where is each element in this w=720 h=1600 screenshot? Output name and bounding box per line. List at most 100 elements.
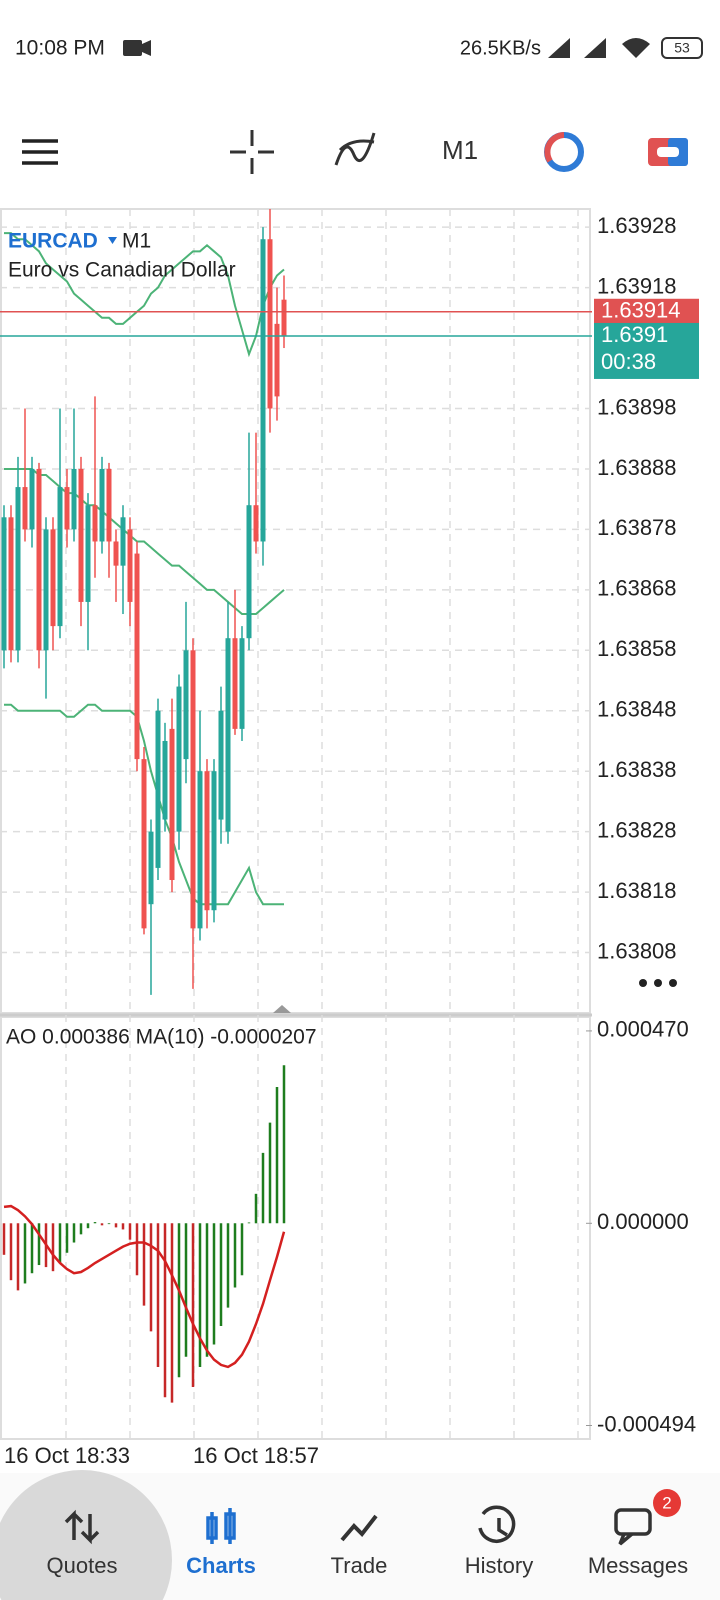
nav-tab[interactable]: History [465, 1553, 533, 1578]
candle-body [36, 468, 42, 651]
messages-icon [614, 1508, 652, 1546]
symbol-dropdown[interactable] [108, 237, 117, 244]
candle-body [8, 517, 14, 651]
chart-timeframe: M1 [122, 230, 151, 253]
candle-body [155, 710, 161, 868]
crosshair-button[interactable] [230, 130, 274, 174]
candle-body [50, 529, 56, 627]
candle-body [281, 299, 287, 336]
camera-icon-lens [142, 40, 151, 56]
price-tag-label: 1.6391 [601, 322, 668, 347]
candle-body [85, 505, 91, 602]
nav-tab[interactable]: Charts [186, 1553, 256, 1578]
candle-body [141, 759, 147, 929]
candle-body [274, 323, 280, 397]
x-tick-label: 16 Oct 18:57 [193, 1443, 319, 1468]
candle-body [127, 529, 133, 602]
y-tick-label: 0.000470 [597, 1017, 689, 1042]
price-plot [0, 209, 590, 995]
nav-tab[interactable]: Messages [588, 1553, 688, 1578]
candle-body [78, 468, 84, 602]
candle-body [169, 728, 175, 881]
candle-body [176, 686, 182, 832]
indicator-plot [2, 1065, 286, 1403]
timeframe-cycle-button[interactable] [544, 132, 584, 172]
y-tick-label: 1.63878 [597, 515, 677, 540]
candle-body [225, 638, 231, 832]
band-line [4, 703, 284, 906]
candle-body [267, 239, 273, 409]
indicator-legend: AO 0.000386 MA(10) -0.0000207 [6, 1026, 317, 1049]
battery-level: 53 [674, 40, 690, 56]
symbol-description: Euro vs Canadian Dollar [8, 259, 236, 282]
y-tick-label: 1.63898 [597, 394, 677, 419]
candle-body [162, 740, 168, 820]
y-tick-label: 1.63838 [597, 757, 677, 782]
price-tag-label: 1.63914 [601, 298, 681, 323]
price-tag [594, 322, 699, 379]
signal-icons [548, 38, 606, 58]
candle-body [260, 239, 266, 542]
camera-icon [123, 40, 142, 56]
clock: 10:08 PM [15, 37, 105, 60]
candle-body [148, 831, 154, 905]
candle-body [120, 517, 126, 566]
candle-body [232, 638, 238, 729]
candle-body [246, 505, 252, 639]
timeframe-button[interactable]: M1 [442, 135, 478, 165]
candle-body [211, 771, 217, 911]
candle-body [99, 468, 105, 542]
candle-body [113, 541, 119, 566]
y-tick-label: 1.63858 [597, 636, 677, 661]
wifi-icon [622, 38, 650, 58]
y-tick-label: 1.63868 [597, 576, 677, 601]
candle-body [197, 771, 203, 929]
candle-body [190, 650, 196, 929]
candle-body [239, 638, 245, 729]
quotes-icon [64, 1509, 100, 1545]
indicator-frame [0, 1016, 591, 1440]
candle-body [64, 487, 70, 530]
y-tick-label: 1.63918 [597, 273, 677, 298]
y-tick-label: 1.63818 [597, 878, 677, 903]
indicators-button[interactable] [334, 132, 376, 166]
trade-icon [340, 1514, 378, 1542]
band-line [4, 467, 285, 616]
candle-body [29, 468, 35, 530]
trade-button[interactable] [648, 138, 688, 166]
bar-timer: 00:38 [601, 349, 656, 374]
y-tick-label: -0.000494 [597, 1411, 696, 1436]
ma-line [3, 1204, 286, 1369]
candle-body [106, 468, 112, 542]
menu-button[interactable] [22, 139, 58, 165]
candle-body [15, 487, 21, 651]
nav-tab[interactable]: Quotes [47, 1553, 118, 1578]
labels: 1.63928 1.63918 1.63898 1.63888 1.63878 1.638… [0, 213, 699, 1468]
y-tick-label: 1.63848 [597, 697, 677, 722]
candle-body [22, 487, 28, 530]
panel-resize-handle[interactable] [273, 1005, 291, 1013]
symbol[interactable]: EURCAD [8, 230, 98, 253]
price-tag [594, 298, 699, 325]
nav-tab[interactable]: Trade [331, 1553, 388, 1578]
candle-body [218, 710, 224, 820]
y-tick-label: 1.63828 [597, 817, 677, 842]
candle-body [92, 505, 98, 542]
battery [661, 37, 703, 59]
candle-body [1, 517, 7, 651]
y-tick-label: 1.63928 [597, 213, 677, 238]
candle-body [71, 468, 77, 530]
history-icon [478, 1505, 516, 1543]
y-tick-label: 0.000000 [597, 1209, 689, 1234]
charts-icon [206, 1508, 236, 1544]
candle-body [204, 771, 210, 911]
messages-badge [653, 1489, 681, 1517]
badge-count: 2 [662, 1493, 671, 1512]
y-tick-label: 1.63808 [597, 938, 677, 963]
more-button[interactable] [639, 979, 677, 987]
band-line [4, 232, 285, 358]
y-tick-label: 1.63888 [597, 455, 677, 480]
candle-body [253, 505, 259, 542]
